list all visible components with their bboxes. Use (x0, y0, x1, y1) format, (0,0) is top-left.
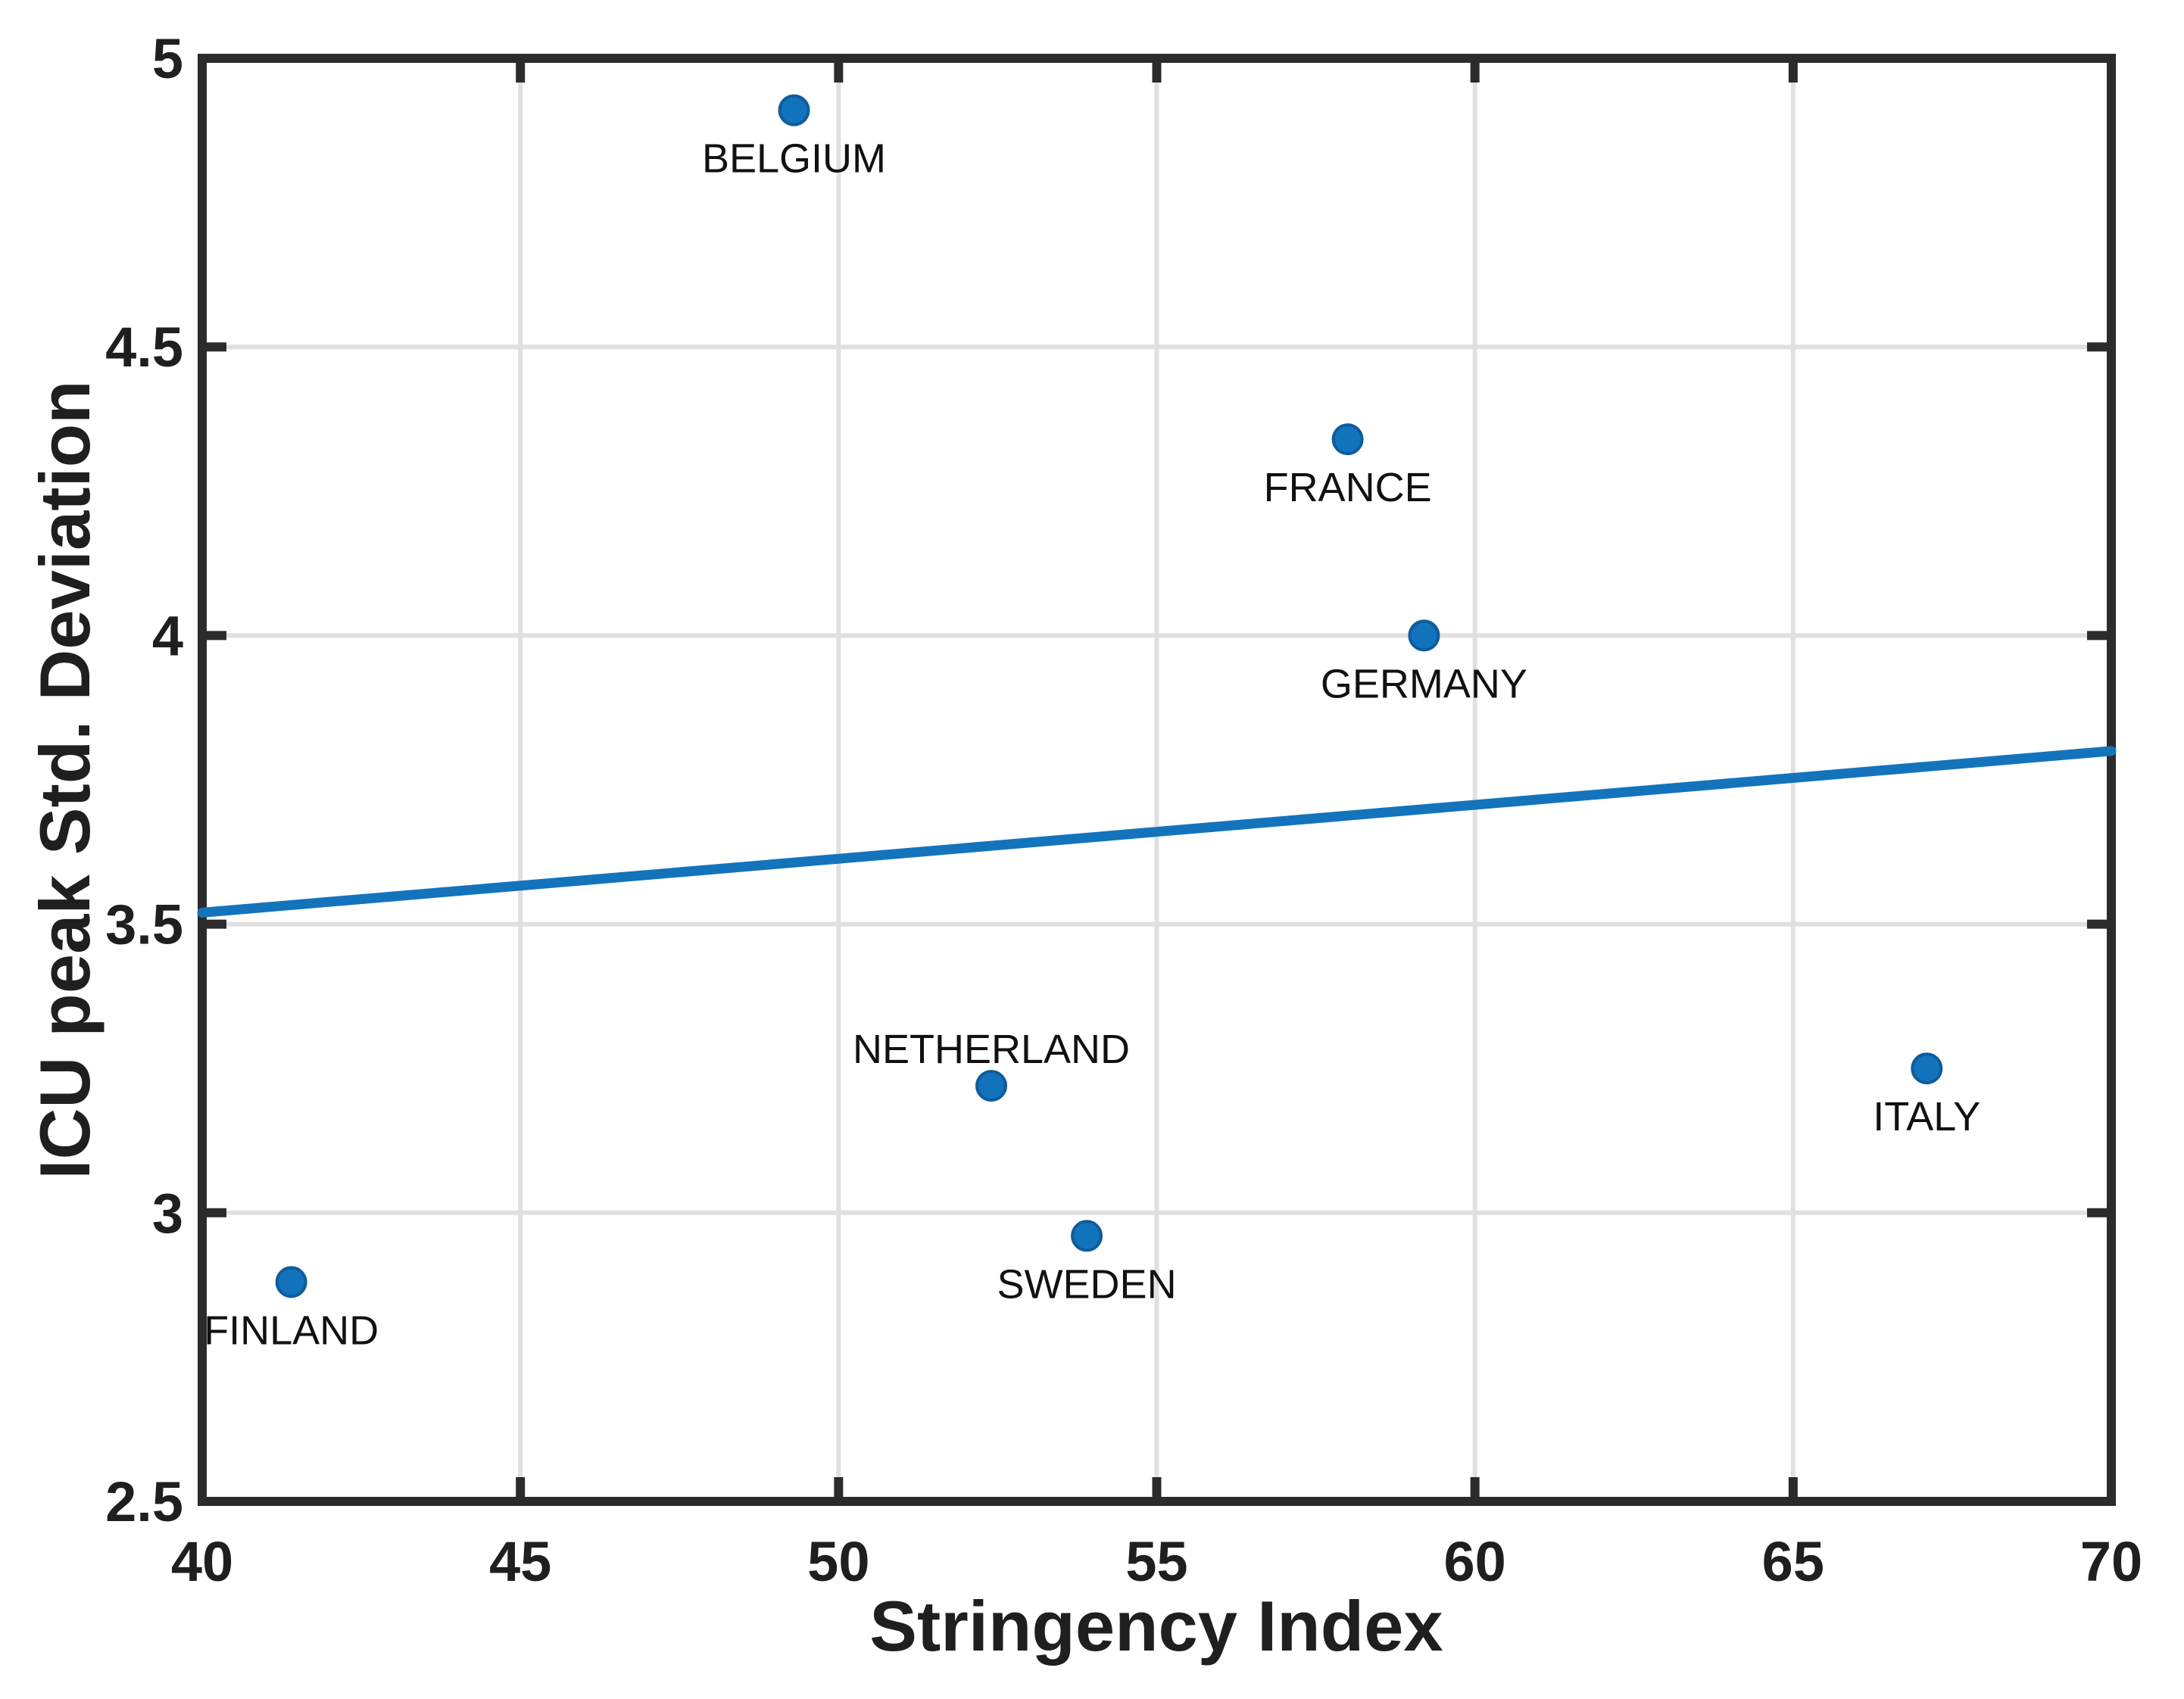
data-point-label-france: FRANCE (1264, 465, 1432, 510)
data-point-france (1331, 423, 1364, 456)
data-point-sweden (1071, 1220, 1103, 1252)
y-tick-label: 3 (152, 1182, 183, 1245)
data-point-label-italy: ITALY (1873, 1094, 1980, 1139)
x-tick-label: 40 (171, 1530, 233, 1593)
y-tick-label: 5 (152, 27, 183, 90)
y-tick-label: 4.5 (105, 316, 183, 379)
x-tick-label: 55 (1125, 1530, 1187, 1593)
y-tick-label: 3.5 (105, 893, 183, 956)
data-point-label-germany: GERMANY (1321, 661, 1527, 706)
trend-line (197, 746, 2117, 918)
x-tick-label: 60 (1444, 1530, 1506, 1593)
x-tick-label: 45 (489, 1530, 551, 1593)
data-point-germany (1408, 619, 1440, 652)
data-point-finland (275, 1266, 307, 1298)
x-tick-labels: 40 45 50 55 60 65 70 (171, 1530, 2142, 1593)
x-tick-label: 70 (2080, 1530, 2142, 1593)
x-tick-label: 50 (807, 1530, 869, 1593)
data-point-labels: BELGIUM FRANCE GERMANY NETHERLAND SWEDEN ITAL… (204, 136, 1980, 1354)
data-point-label-finland: FINLAND (204, 1308, 379, 1353)
x-axis-label: Stringency Index (869, 1586, 1443, 1666)
data-point-label-netherland: NETHERLAND (853, 1027, 1130, 1072)
data-points (275, 94, 1943, 1298)
data-point-label-belgium: BELGIUM (702, 136, 886, 182)
data-point-belgium (778, 94, 810, 126)
data-point-netherland (975, 1070, 1008, 1102)
y-tick-labels: 2.5 3 3.5 4 4.5 5 (105, 27, 183, 1533)
y-tick-label: 4 (152, 604, 183, 667)
y-axis-label: ICU peak Std. Deviation (25, 380, 105, 1179)
tick-marks (198, 54, 2116, 1506)
data-point-label-sweden: SWEDEN (997, 1261, 1177, 1307)
y-tick-label: 2.5 (105, 1470, 183, 1533)
data-point-italy (1911, 1052, 1943, 1085)
x-tick-label: 65 (1762, 1530, 1824, 1593)
